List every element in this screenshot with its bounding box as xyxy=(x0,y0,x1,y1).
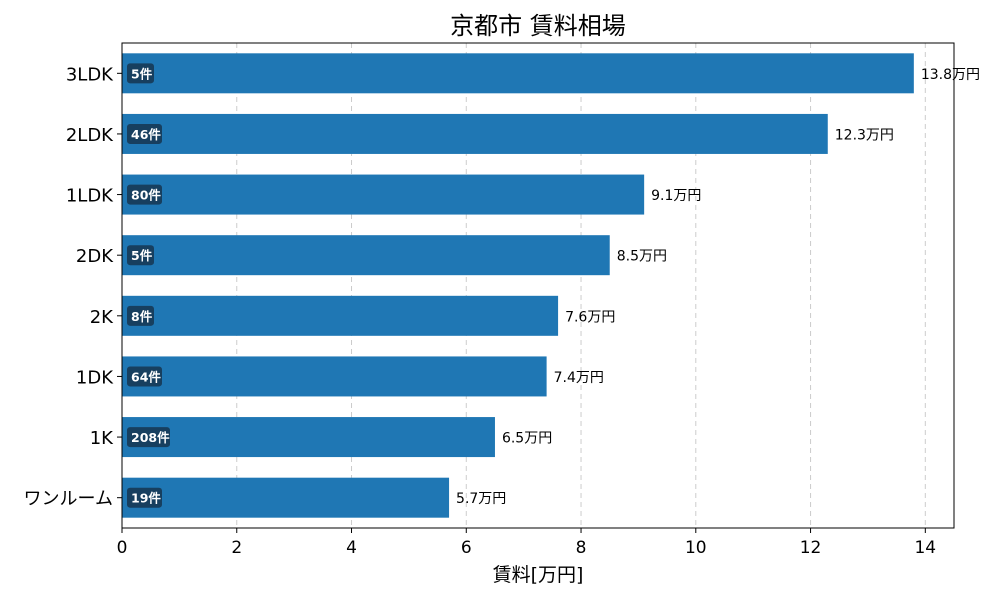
value-label: 6.5万円 xyxy=(502,431,552,447)
x-tick-label: 8 xyxy=(576,538,587,558)
count-label: 5件 xyxy=(131,66,153,81)
x-tick-label: 12 xyxy=(800,538,822,558)
count-badge xyxy=(127,305,154,326)
bars xyxy=(122,53,914,518)
y-tick-label: 3LDK xyxy=(66,64,114,85)
value-label: 5.7万円 xyxy=(456,491,506,507)
bar xyxy=(122,174,645,215)
count-badge xyxy=(127,245,154,266)
count-label: 8件 xyxy=(131,309,153,324)
x-tick-label: 14 xyxy=(914,538,936,558)
count-label: 46件 xyxy=(131,127,161,142)
y-tick-label: 1LDK xyxy=(66,186,114,207)
bar xyxy=(122,417,495,458)
value-label: 12.3万円 xyxy=(835,127,894,143)
value-label: 7.4万円 xyxy=(554,370,604,386)
value-label: 7.6万円 xyxy=(565,309,615,325)
x-tick-label: 10 xyxy=(685,538,707,558)
bar xyxy=(122,53,914,94)
chart-title: 京都市 賃料相場 xyxy=(450,12,626,40)
value-label: 8.5万円 xyxy=(617,249,667,265)
x-axis-label: 賃料[万円] xyxy=(493,564,584,586)
y-tick-label: 2LDK xyxy=(66,125,114,146)
y-tick-label: 2K xyxy=(90,307,114,328)
bar xyxy=(122,113,828,154)
y-tick-label: 1K xyxy=(90,428,114,449)
x-tick-label: 0 xyxy=(117,538,128,558)
count-badge xyxy=(127,184,162,205)
plot-frame xyxy=(121,42,955,529)
count-badge xyxy=(127,487,162,508)
bar xyxy=(122,356,547,397)
count-label: 64件 xyxy=(131,369,161,384)
count-label: 80件 xyxy=(131,188,161,203)
count-badge xyxy=(127,123,162,144)
value-label: 9.1万円 xyxy=(651,188,701,204)
x-tick-label: 2 xyxy=(231,538,242,558)
axes: 3LDK 2LDK 1LDK 2DK 2K 1DK 1K ワンルーム 0 2 4 6 8 10 12 14 xyxy=(24,42,955,558)
x-tick-label: 4 xyxy=(346,538,357,558)
bar xyxy=(122,235,610,276)
count-label: 19件 xyxy=(131,491,161,506)
y-tick-label: 2DK xyxy=(76,246,114,267)
value-label: 13.8万円 xyxy=(921,67,980,83)
bar xyxy=(122,295,559,336)
count-badge xyxy=(127,366,162,387)
y-tick-label: 1DK xyxy=(76,367,114,388)
x-tick-label: 6 xyxy=(461,538,472,558)
bar xyxy=(122,477,450,518)
count-badge xyxy=(127,427,170,448)
y-tick-label: ワンルーム xyxy=(24,489,113,510)
data-labels: 13.8万円 5件 12.3万円 46件 9.1万円 80件 8.5万円 5件 7.6万円 8件 7… xyxy=(127,63,980,508)
count-label: 5件 xyxy=(131,248,153,263)
count-badge xyxy=(127,63,154,84)
count-label: 208件 xyxy=(131,430,170,445)
